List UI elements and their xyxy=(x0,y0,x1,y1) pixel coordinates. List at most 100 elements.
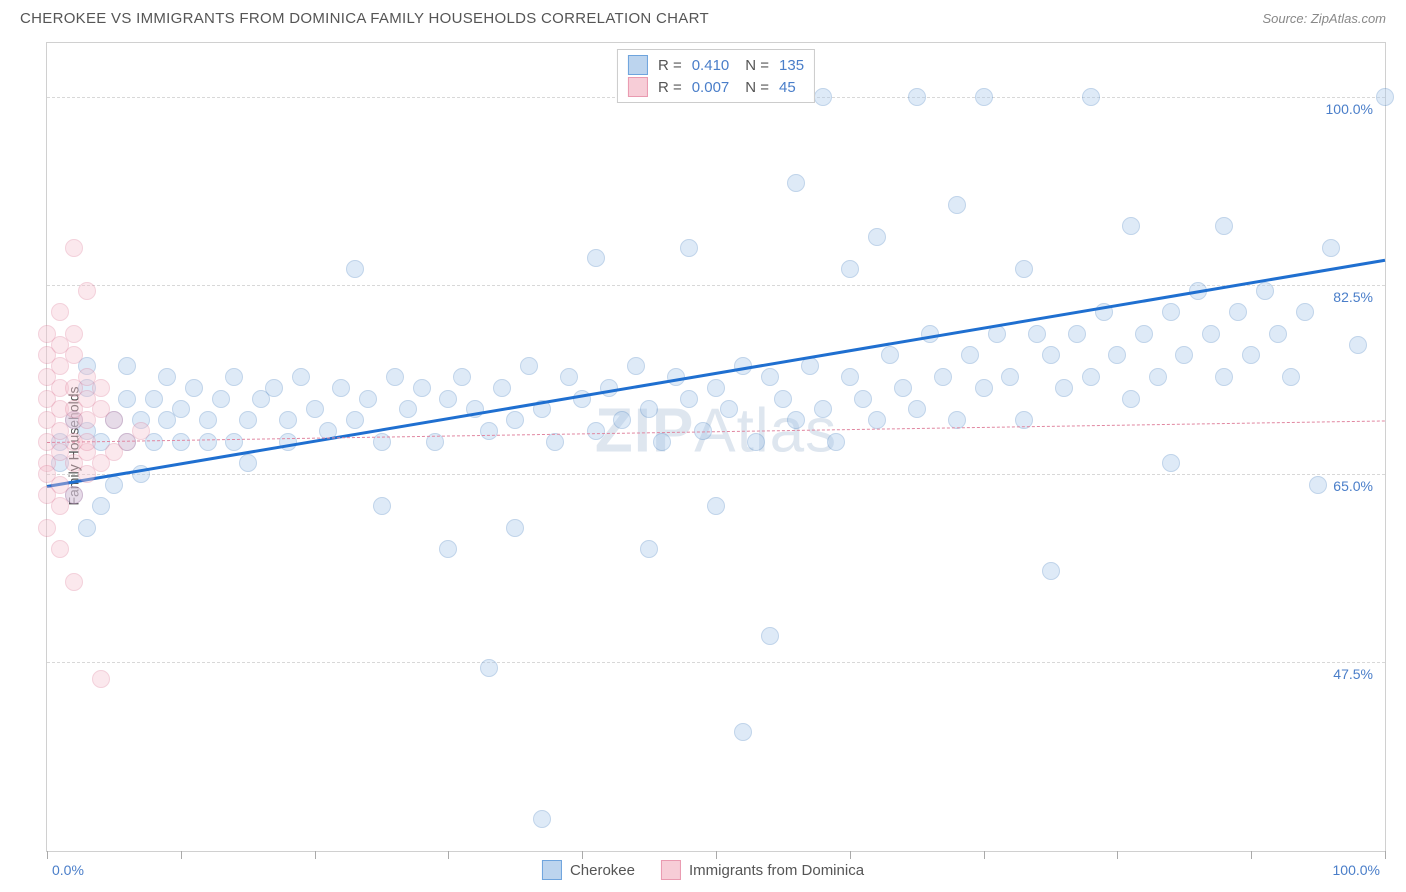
data-point xyxy=(225,368,243,386)
data-point xyxy=(346,260,364,278)
data-point xyxy=(1055,379,1073,397)
data-point xyxy=(92,497,110,515)
data-point xyxy=(627,357,645,375)
data-point xyxy=(908,88,926,106)
gridline xyxy=(47,662,1385,663)
data-point xyxy=(1256,282,1274,300)
data-point xyxy=(506,519,524,537)
data-point xyxy=(680,390,698,408)
data-point xyxy=(1162,303,1180,321)
data-point xyxy=(373,497,391,515)
data-point xyxy=(1269,325,1287,343)
data-point xyxy=(533,810,551,828)
data-point xyxy=(1376,88,1394,106)
n-label: N = xyxy=(745,57,769,74)
data-point xyxy=(934,368,952,386)
trendline xyxy=(47,258,1385,487)
data-point xyxy=(306,400,324,418)
data-point xyxy=(239,411,257,429)
data-point xyxy=(814,88,832,106)
data-point xyxy=(546,433,564,451)
scatter-chart: ZIPAtlas 100.0%82.5%65.0%47.5% R =0.410N… xyxy=(46,42,1386,852)
data-point xyxy=(707,379,725,397)
data-point xyxy=(65,346,83,364)
data-point xyxy=(51,303,69,321)
data-point xyxy=(720,400,738,418)
data-point xyxy=(386,368,404,386)
data-point xyxy=(1122,390,1140,408)
data-point xyxy=(185,379,203,397)
data-point xyxy=(1215,217,1233,235)
data-point xyxy=(761,368,779,386)
data-point xyxy=(212,390,230,408)
legend-item: Immigrants from Dominica xyxy=(661,860,864,880)
data-point xyxy=(640,540,658,558)
correlation-legend: R =0.410N =135R =0.007N =45 xyxy=(617,49,815,103)
data-point xyxy=(587,249,605,267)
data-point xyxy=(279,411,297,429)
data-point xyxy=(453,368,471,386)
data-point xyxy=(172,400,190,418)
data-point xyxy=(118,357,136,375)
data-point xyxy=(734,723,752,741)
y-tick-label: 47.5% xyxy=(1329,666,1377,682)
r-label: R = xyxy=(658,79,682,96)
data-point xyxy=(65,486,83,504)
n-value: 45 xyxy=(779,79,796,96)
chart-title: CHEROKEE VS IMMIGRANTS FROM DOMINICA FAM… xyxy=(20,10,709,27)
data-point xyxy=(1349,336,1367,354)
data-point xyxy=(1309,476,1327,494)
data-point xyxy=(1028,325,1046,343)
data-point xyxy=(908,400,926,418)
data-point xyxy=(560,368,578,386)
data-point xyxy=(1001,368,1019,386)
data-point xyxy=(38,519,56,537)
data-point xyxy=(640,400,658,418)
data-point xyxy=(292,368,310,386)
data-point xyxy=(65,325,83,343)
data-point xyxy=(1162,454,1180,472)
data-point xyxy=(239,454,257,472)
data-point xyxy=(480,422,498,440)
legend-swatch xyxy=(542,860,562,880)
data-point xyxy=(961,346,979,364)
n-label: N = xyxy=(745,79,769,96)
data-point xyxy=(787,174,805,192)
data-point xyxy=(894,379,912,397)
x-tick xyxy=(850,851,851,859)
x-tick xyxy=(448,851,449,859)
gridline xyxy=(47,474,1385,475)
y-tick-label: 65.0% xyxy=(1329,478,1377,494)
y-tick-label: 100.0% xyxy=(1322,101,1377,117)
data-point xyxy=(1042,562,1060,580)
x-tick xyxy=(1251,851,1252,859)
data-point xyxy=(145,390,163,408)
x-tick xyxy=(582,851,583,859)
data-point xyxy=(92,670,110,688)
data-point xyxy=(841,260,859,278)
data-point xyxy=(854,390,872,408)
data-point xyxy=(118,390,136,408)
data-point xyxy=(439,540,457,558)
legend-swatch xyxy=(628,77,648,97)
data-point xyxy=(774,390,792,408)
data-point xyxy=(975,379,993,397)
data-point xyxy=(841,368,859,386)
data-point xyxy=(1122,217,1140,235)
data-point xyxy=(1068,325,1086,343)
data-point xyxy=(1042,346,1060,364)
data-point xyxy=(1296,303,1314,321)
x-tick xyxy=(716,851,717,859)
data-point xyxy=(1215,368,1233,386)
x-tick xyxy=(181,851,182,859)
legend-label: Immigrants from Dominica xyxy=(689,862,864,879)
legend-swatch xyxy=(661,860,681,880)
n-value: 135 xyxy=(779,57,804,74)
x-axis-max-label: 100.0% xyxy=(1333,862,1380,878)
x-tick xyxy=(315,851,316,859)
data-point xyxy=(92,379,110,397)
data-point xyxy=(346,411,364,429)
x-tick xyxy=(1385,851,1386,859)
plot-area: ZIPAtlas 100.0%82.5%65.0%47.5% xyxy=(47,43,1385,851)
data-point xyxy=(787,411,805,429)
